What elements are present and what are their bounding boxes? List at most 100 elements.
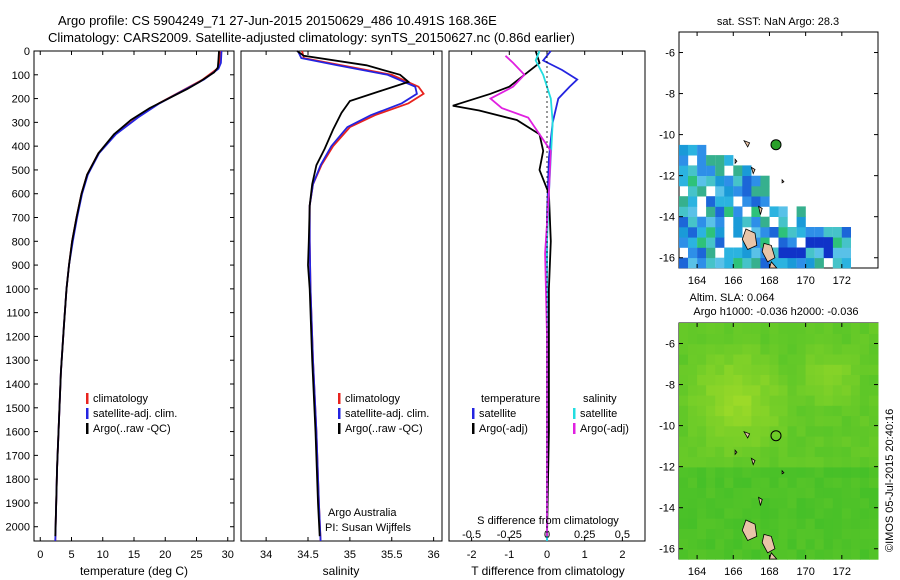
sla-cell <box>769 476 779 488</box>
sla-cell <box>850 456 861 468</box>
sst-cell <box>706 216 716 228</box>
sst-cell <box>742 257 752 269</box>
map-x-tick-label: 170 <box>796 275 814 287</box>
sla-cell <box>850 528 861 540</box>
sla-cell <box>796 456 807 468</box>
sla-cell <box>697 353 707 365</box>
sla-cell <box>724 405 734 417</box>
sst-cell <box>760 175 770 187</box>
sla-cell <box>760 323 770 334</box>
map-y-tick-label: -6 <box>665 339 675 351</box>
sla-cell <box>769 333 779 345</box>
sla-cell <box>823 466 834 478</box>
sla-cell <box>832 548 843 560</box>
sla-cell <box>760 548 770 560</box>
sst-cell <box>742 247 752 259</box>
sla-cell <box>724 528 734 540</box>
sla-cell <box>769 487 779 499</box>
sla-cell <box>823 476 834 488</box>
map-y-tick-label: -16 <box>659 253 675 265</box>
salinity-panel: 34 34.5 35 35.5 36 climatology satellite-adj.… <box>240 50 443 578</box>
sla-cell <box>832 364 843 375</box>
island <box>750 457 756 466</box>
sla-cell <box>724 476 734 488</box>
legend-title-salinity: salinity <box>583 393 617 405</box>
sla-cell <box>796 466 807 478</box>
sst-cell <box>679 144 689 156</box>
sla-cell <box>869 548 879 560</box>
sla-cell <box>697 343 707 355</box>
sla-cell <box>706 333 716 345</box>
sla-cell <box>841 497 852 509</box>
sla-cell <box>859 425 870 437</box>
legend-swatch <box>338 408 341 419</box>
sla-cell <box>733 353 743 365</box>
sla-cell <box>733 435 743 447</box>
sla-cell <box>733 333 743 345</box>
sla-cell <box>778 497 788 509</box>
sst-cell <box>679 175 689 187</box>
sla-cell <box>823 497 834 509</box>
sla-cell <box>679 446 689 458</box>
sla-cell <box>724 374 734 386</box>
sla-cell <box>823 394 834 406</box>
legend-swatch <box>472 408 475 419</box>
sla-cell <box>805 415 816 427</box>
sla-cell <box>706 487 716 499</box>
header-line1: Argo profile: CS 5904249_71 27-Jun-2015 … <box>58 13 497 28</box>
sla-cell <box>814 466 825 478</box>
sla-cell <box>814 538 825 550</box>
sst-cell <box>706 257 716 269</box>
x-tick-label: -1 <box>504 549 514 561</box>
sla-cell <box>733 528 743 540</box>
sla-cell <box>733 323 743 334</box>
sla-cell <box>751 476 761 488</box>
salinity-xlabel: salinity <box>323 564 360 578</box>
sla-cell <box>823 415 834 427</box>
sla-cell <box>859 446 870 458</box>
sst-cell <box>697 155 707 166</box>
sla-cell <box>796 548 807 560</box>
sst-cell <box>769 206 779 217</box>
sla-cell <box>688 487 698 499</box>
sla-cell <box>760 364 770 375</box>
sla-cell <box>760 487 770 499</box>
sst-cell <box>742 196 752 207</box>
sla-cell <box>733 456 743 468</box>
sla-cell <box>706 394 716 406</box>
sla-cell <box>841 323 852 334</box>
sla-cell <box>724 507 734 519</box>
sla-cell <box>841 364 852 375</box>
depth-tick-label: 900 <box>12 260 30 272</box>
sst-cell <box>805 227 815 238</box>
depth-tick-label: 1900 <box>6 498 30 510</box>
sla-cell <box>733 384 743 396</box>
sla-cell <box>869 538 879 550</box>
sla-cell <box>814 394 825 406</box>
sst-cell <box>733 165 743 176</box>
sla-cell <box>697 415 707 427</box>
legend-label: climatology <box>345 393 401 405</box>
sst-cell <box>760 237 770 248</box>
sla-cell <box>850 415 861 427</box>
sla-cell <box>832 405 843 417</box>
sla-cell <box>742 415 752 427</box>
sla-cell <box>751 394 761 406</box>
sla-cell <box>688 435 698 447</box>
sla-cell <box>787 435 797 447</box>
sla-cell <box>697 456 707 468</box>
sla-cell <box>769 446 779 458</box>
sst-cell <box>688 196 698 207</box>
sla-cell <box>742 323 752 334</box>
sst-cell <box>697 237 707 248</box>
sst-cell <box>706 175 716 187</box>
sla-cell <box>760 446 770 458</box>
sla-cell <box>751 333 761 345</box>
map-x-tick-label: 166 <box>724 275 742 287</box>
sla-cell <box>832 435 843 447</box>
sst-cell <box>697 175 707 187</box>
sla-cell <box>742 343 752 355</box>
sla-map-title: Altim. SLA: 0.064 <box>690 292 775 304</box>
island <box>761 242 776 263</box>
sla-cell <box>850 548 861 560</box>
